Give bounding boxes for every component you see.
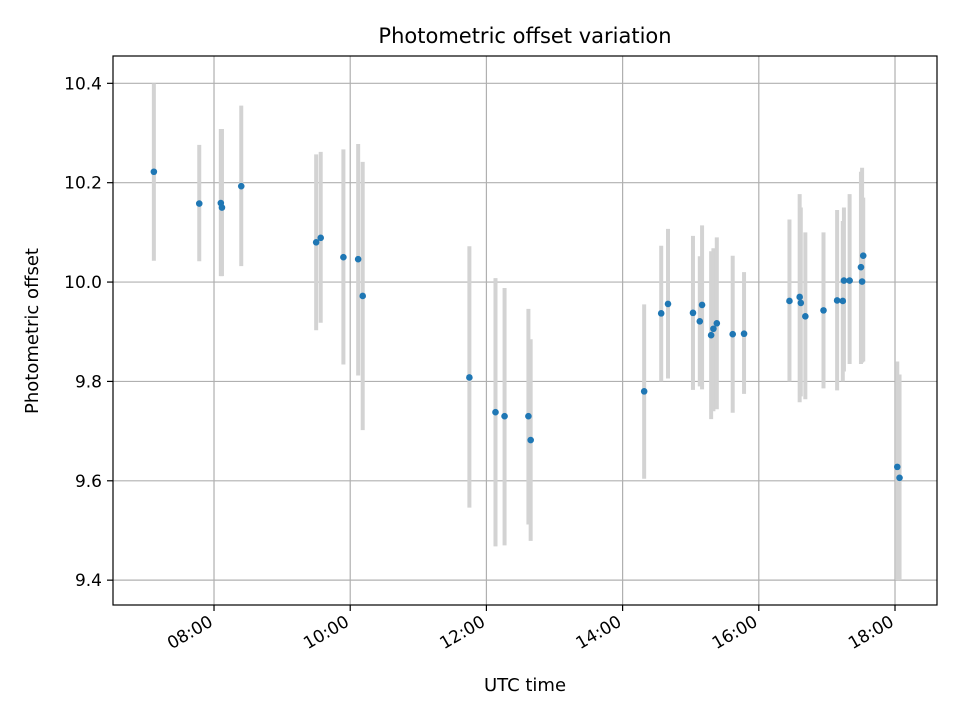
data-point	[150, 168, 158, 176]
data-point	[340, 253, 347, 261]
data-point	[312, 239, 320, 246]
data-points	[150, 168, 903, 482]
data-point	[218, 204, 226, 211]
data-point	[713, 319, 721, 327]
y-tick-label: 10.4	[64, 74, 102, 94]
data-point	[466, 374, 473, 381]
data-point	[696, 318, 704, 325]
data-point	[857, 263, 865, 271]
data-point	[664, 300, 672, 308]
y-tick-label: 10.0	[64, 273, 102, 293]
data-point	[797, 299, 805, 307]
data-point	[237, 182, 245, 190]
y-axis-label: Photometric offset	[22, 248, 43, 414]
data-point	[707, 331, 715, 339]
y-tick-label: 9.6	[75, 472, 102, 492]
data-point	[802, 313, 809, 320]
data-point	[527, 436, 534, 444]
data-point	[640, 388, 648, 395]
data-point	[833, 297, 841, 304]
data-point	[840, 277, 848, 284]
chart-title: Photometric offset variation	[378, 24, 671, 48]
data-point	[846, 277, 853, 284]
data-point	[317, 234, 325, 242]
data-point	[657, 310, 665, 317]
data-point	[359, 292, 366, 300]
data-point	[859, 252, 867, 260]
data-point	[893, 463, 901, 471]
data-point	[740, 330, 748, 338]
plot-frame	[112, 55, 938, 606]
data-point	[525, 412, 532, 420]
data-point	[698, 301, 706, 309]
data-point	[786, 297, 793, 305]
y-tick-label: 9.8	[75, 372, 102, 392]
y-tick-label: 10.2	[64, 174, 102, 194]
y-axis: 9.4 9.6 9.8 10.0 10.2 10.4	[64, 74, 113, 591]
data-point	[839, 297, 847, 305]
data-point	[858, 278, 866, 285]
data-point	[492, 408, 499, 416]
data-point	[195, 200, 203, 207]
data-point	[354, 255, 362, 263]
data-point	[710, 325, 717, 333]
data-point	[820, 307, 827, 314]
y-tick-label: 9.4	[75, 571, 102, 591]
data-point	[729, 330, 737, 338]
data-point	[501, 412, 508, 420]
data-point	[689, 309, 697, 317]
x-axis-label: UTC time	[484, 675, 566, 696]
data-point	[796, 293, 803, 301]
data-point	[896, 474, 903, 482]
